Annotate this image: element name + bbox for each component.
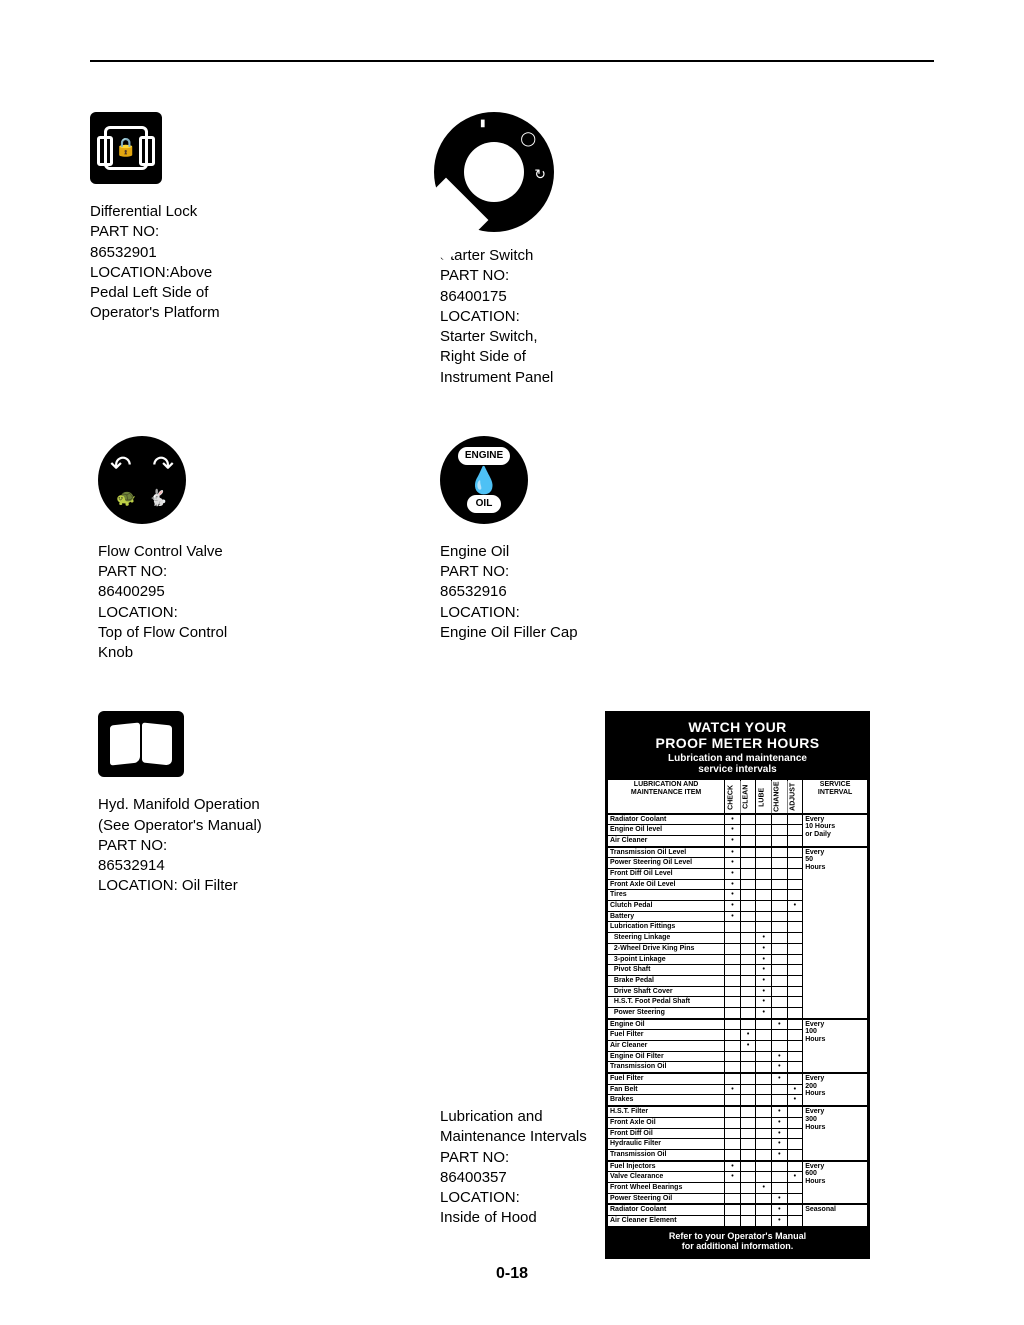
- turtle-icon: 🐢: [116, 488, 136, 508]
- foot-1: Refer to your Operator's Manual: [613, 1231, 862, 1241]
- item-differential-lock: 🔒 Differential Lock PART NO: 86532901 LO…: [90, 112, 440, 388]
- chart-header: WATCH YOUR PROOF METER HOURS Lubrication…: [607, 713, 868, 779]
- oil-label: OIL: [467, 495, 501, 513]
- item-text: Flow Control Valve PART NO: 86400295 LOC…: [98, 542, 440, 664]
- line: Lubrication and: [440, 1107, 595, 1127]
- starter-switch-icon: ▮ ◯ ↻: [434, 112, 554, 232]
- line: Top of Flow Control: [98, 623, 440, 643]
- engine-oil-icon: ENGINE 💧 OIL: [440, 436, 528, 524]
- engine-label: ENGINE: [458, 447, 510, 465]
- content-grid: 🔒 Differential Lock PART NO: 86532901 LO…: [90, 112, 934, 663]
- line: 86400175: [440, 287, 934, 307]
- line: Instrument Panel: [440, 368, 934, 388]
- line: PART NO:: [90, 222, 440, 242]
- line: Right Side of: [440, 347, 934, 367]
- line: Engine Oil: [440, 542, 934, 562]
- chart-title-1: WATCH YOUR: [613, 719, 862, 735]
- line: LOCATION:: [440, 603, 934, 623]
- diff-lock-glyph: 🔒: [104, 126, 148, 170]
- heat-icon: ◯: [520, 130, 536, 147]
- flow-control-icon: ↶ ↷ 🐢 🐇: [98, 436, 186, 524]
- page: 🔒 Differential Lock PART NO: 86532901 LO…: [0, 0, 1024, 1325]
- chart-body: LUBRICATION ANDMAINTENANCE ITEMCHECKCLEA…: [607, 779, 868, 1226]
- line: PART NO:: [440, 1148, 595, 1168]
- item-starter-switch: ▮ ◯ ↻ Starter Switch PART NO: 86400175 L…: [440, 112, 934, 388]
- line: 86532916: [440, 582, 934, 602]
- line: 86400295: [98, 582, 440, 602]
- line: LOCATION:: [440, 1188, 595, 1208]
- line: PART NO:: [440, 266, 934, 286]
- row-3: Hyd. Manifold Operation (See Operator's …: [90, 711, 934, 1258]
- line: Inside of Hood: [440, 1208, 595, 1228]
- line: 86400357: [440, 1168, 595, 1188]
- line: Engine Oil Filler Cap: [440, 623, 934, 643]
- item-text: Lubrication and Maintenance Intervals PA…: [440, 1107, 595, 1259]
- item-text: Differential Lock PART NO: 86532901 LOCA…: [90, 202, 440, 324]
- item-text: Engine Oil PART NO: 86532916 LOCATION: E…: [440, 542, 934, 643]
- line: Maintenance Intervals: [440, 1127, 595, 1147]
- item-flow-control: ↶ ↷ 🐢 🐇 Flow Control Valve PART NO: 8640…: [90, 436, 440, 664]
- line: LOCATION:Above: [90, 263, 440, 283]
- chart-footer: Refer to your Operator's Manual for addi…: [607, 1227, 868, 1257]
- line: Starter Switch,: [440, 327, 934, 347]
- start-icon: ↻: [534, 166, 546, 183]
- foot-2: for additional information.: [613, 1241, 862, 1251]
- arrow-left-icon: ↶: [110, 450, 132, 481]
- line: (See Operator's Manual): [98, 816, 440, 836]
- top-rule: [90, 60, 934, 62]
- line: Hyd. Manifold Operation: [98, 795, 440, 815]
- line: 86532901: [90, 243, 440, 263]
- manual-book-icon: [98, 711, 184, 777]
- line: Differential Lock: [90, 202, 440, 222]
- item-hyd-manifold: Hyd. Manifold Operation (See Operator's …: [90, 711, 440, 1258]
- chart-subtitle-1: Lubrication and maintenance: [613, 753, 862, 764]
- line: LOCATION:: [440, 307, 934, 327]
- rabbit-icon: 🐇: [148, 488, 168, 508]
- line: PART NO:: [98, 836, 440, 856]
- line: LOCATION:: [98, 603, 440, 623]
- item-maintenance-chart: Lubrication and Maintenance Intervals PA…: [440, 711, 870, 1258]
- lock-icon: 🔒: [115, 137, 137, 158]
- line: 86532914: [98, 856, 440, 876]
- item-engine-oil: ENGINE 💧 OIL Engine Oil PART NO: 8653291…: [440, 436, 934, 664]
- stop-icon: ▮: [480, 118, 486, 129]
- line: LOCATION: Oil Filter: [98, 876, 440, 896]
- line: Operator's Platform: [90, 303, 440, 323]
- page-number: 0-18: [0, 1265, 1024, 1283]
- chart-title-2: PROOF METER HOURS: [613, 735, 862, 751]
- line: Pedal Left Side of: [90, 283, 440, 303]
- line: PART NO:: [440, 562, 934, 582]
- differential-lock-icon: 🔒: [90, 112, 162, 184]
- chart-subtitle-2: service intervals: [613, 764, 862, 775]
- line: Flow Control Valve: [98, 542, 440, 562]
- item-text: Starter Switch PART NO: 86400175 LOCATIO…: [440, 246, 934, 388]
- oil-drop-icon: 💧: [468, 467, 500, 493]
- line: PART NO:: [98, 562, 440, 582]
- arrow-right-icon: ↷: [152, 450, 174, 481]
- item-text: Hyd. Manifold Operation (See Operator's …: [98, 795, 440, 896]
- line: Knob: [98, 643, 440, 663]
- maintenance-chart-decal: WATCH YOUR PROOF METER HOURS Lubrication…: [605, 711, 870, 1258]
- line: Starter Switch: [440, 246, 934, 266]
